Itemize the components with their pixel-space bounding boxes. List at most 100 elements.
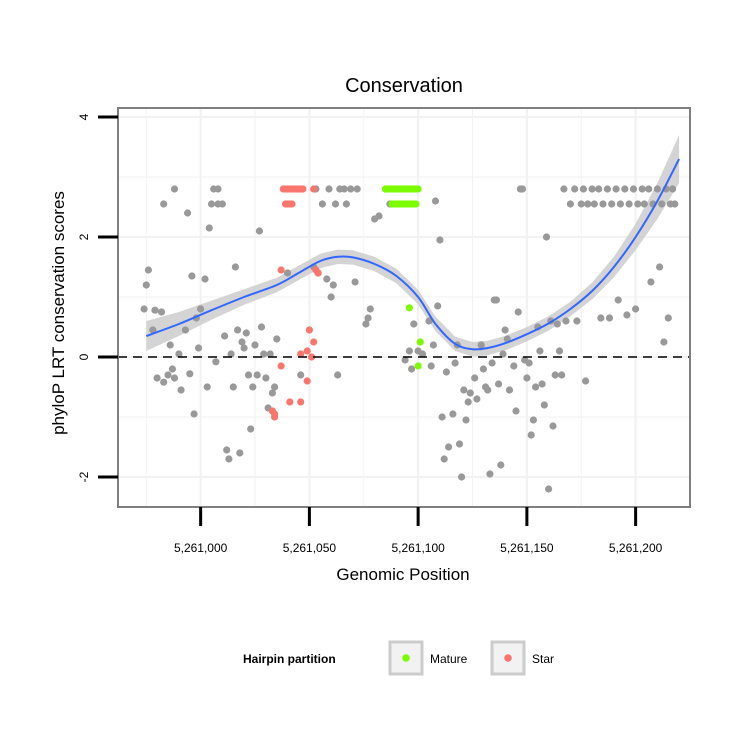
point-other [653, 185, 662, 193]
point-other [577, 200, 585, 208]
point-other [334, 371, 342, 379]
x-axis-title: Genomic Position [336, 565, 469, 584]
point-other [401, 356, 409, 364]
point-other [168, 365, 176, 373]
point-other [451, 359, 459, 367]
legend-title: Hairpin partition [243, 652, 336, 666]
point-other [640, 200, 648, 208]
x-tick-label: 5,261,000 [174, 541, 228, 555]
point-other [238, 338, 246, 346]
point-other [584, 200, 592, 208]
point-other [551, 371, 559, 379]
point-other [629, 185, 638, 193]
chart-title: Conservation [345, 75, 463, 97]
point-star [277, 266, 285, 274]
legend-label-mature: Mature [430, 652, 468, 666]
point-star [303, 377, 311, 385]
point-other [560, 185, 568, 193]
point-other [545, 485, 553, 493]
point-other [553, 320, 561, 328]
point-other [218, 200, 226, 208]
point-other [455, 440, 464, 448]
point-other [440, 455, 448, 463]
x-tick-label: 5,261,150 [500, 541, 554, 555]
point-star [314, 269, 322, 277]
point-other [645, 185, 653, 193]
point-other [251, 341, 259, 349]
point-other [166, 341, 174, 349]
point-other [351, 278, 359, 286]
point-other [229, 383, 237, 391]
point-other [418, 350, 427, 358]
point-other [597, 314, 605, 322]
point-other [608, 200, 616, 208]
point-other [170, 374, 179, 382]
plot-frame [117, 107, 691, 508]
point-other [527, 431, 535, 439]
point-other [525, 359, 533, 367]
point-other [656, 263, 664, 271]
point-other [175, 350, 183, 358]
point-other [532, 383, 540, 391]
legend-key-star [504, 654, 512, 662]
point-other [625, 200, 633, 208]
point-other [588, 185, 596, 193]
point-star [310, 185, 318, 193]
point-other [449, 410, 457, 418]
point-other [614, 296, 622, 304]
point-other [266, 350, 274, 358]
point-other [632, 305, 640, 313]
point-other [181, 326, 189, 334]
point-other [366, 305, 374, 313]
point-other [153, 374, 161, 382]
point-other [177, 386, 185, 394]
point-other [505, 386, 514, 394]
point-other [201, 275, 209, 283]
point-other [247, 425, 255, 433]
point-other [599, 200, 607, 208]
point-other [555, 347, 564, 355]
point-other [427, 362, 435, 370]
legend-key-mature [402, 654, 410, 662]
point-other [477, 341, 485, 349]
point-other [231, 263, 239, 271]
point-other [434, 302, 442, 310]
point-other [257, 323, 266, 331]
point-other [223, 446, 231, 454]
point-other [579, 185, 588, 193]
point-other [271, 383, 279, 391]
point-other [497, 461, 505, 469]
point-other [479, 365, 487, 373]
point-other [660, 338, 668, 346]
point-other [488, 359, 496, 367]
point-other [573, 317, 581, 325]
point-other [538, 380, 546, 388]
point-other [353, 185, 361, 193]
point-star [303, 347, 311, 355]
point-other [249, 383, 257, 391]
point-other [197, 305, 205, 313]
y-tick-label: 0 [77, 353, 91, 360]
point-other [325, 185, 333, 193]
smooth-line [145, 158, 680, 351]
y-tick-label: 4 [77, 113, 91, 120]
point-other [188, 272, 196, 280]
point-other [212, 358, 220, 366]
point-other [634, 200, 642, 208]
point-star [277, 362, 285, 370]
legend-key-box-star [490, 640, 526, 676]
point-other [207, 200, 216, 208]
data-points [140, 185, 679, 493]
point-other [160, 378, 168, 386]
point-other [612, 185, 620, 193]
point-other [347, 185, 355, 193]
point-other [595, 185, 603, 193]
y-axis-title: phyloP LRT conservation scores [49, 191, 68, 435]
point-other [442, 368, 450, 376]
point-other [375, 212, 383, 220]
x-tick-label: 5,261,100 [391, 541, 445, 555]
point-other [566, 200, 575, 208]
point-other [558, 371, 566, 379]
point-star [271, 413, 279, 421]
